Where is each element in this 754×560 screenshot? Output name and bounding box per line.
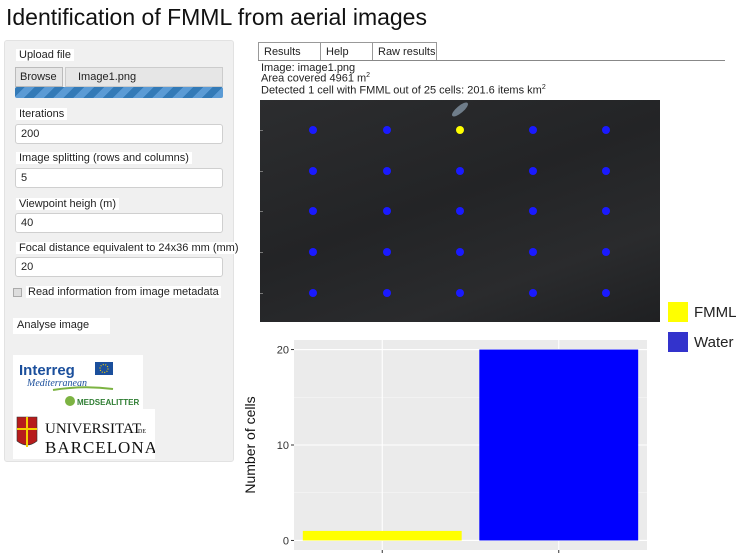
aerial-axis-tick xyxy=(260,171,263,172)
ub-logo-line1: UNIVERSITAT xyxy=(45,421,141,437)
upload-progress-bar xyxy=(15,87,223,98)
water-cell-marker xyxy=(383,248,391,256)
interreg-logo: Interreg Mediterranean MEDSEALITTER xyxy=(13,355,143,409)
tab-help[interactable]: Help xyxy=(320,42,373,61)
file-name-field[interactable]: Image1.png xyxy=(65,67,223,87)
chart-y-axis-label: Number of cells xyxy=(242,396,258,493)
legend-swatch-fmml xyxy=(668,302,688,322)
water-cell-marker xyxy=(529,289,537,297)
aerial-axis-tick xyxy=(260,293,263,294)
metadata-checkbox-row[interactable]: Read information from image metadata xyxy=(13,286,221,298)
bar-fmml xyxy=(302,530,462,541)
analyse-image-button[interactable]: Analyse image xyxy=(13,318,110,334)
water-cell-marker xyxy=(383,126,391,134)
focal-input[interactable]: 20 xyxy=(15,257,223,277)
water-cell-marker xyxy=(456,248,464,256)
aerial-axis-tick xyxy=(260,252,263,253)
medsealitter-icon xyxy=(65,396,75,406)
water-cell-marker xyxy=(456,167,464,175)
upload-label: Upload file xyxy=(16,49,74,61)
iterations-label: Iterations xyxy=(16,108,68,120)
ub-logo-de: DE xyxy=(138,429,146,435)
water-cell-marker xyxy=(383,167,391,175)
water-cell-marker xyxy=(529,207,537,215)
image-name-text: Image: image1.png xyxy=(261,62,356,74)
viewpoint-input[interactable]: 40 xyxy=(15,213,223,233)
legend: FMML Water xyxy=(668,302,737,362)
chart-y-tick-label: 10 xyxy=(277,440,289,452)
eu-flag-icon xyxy=(95,362,113,375)
cells-bar-chart: 0 10 20 Number of cells xyxy=(242,340,647,553)
water-cell-marker xyxy=(456,289,464,297)
boat-object xyxy=(450,100,470,119)
focal-label: Focal distance equivalent to 24x36 mm (m… xyxy=(16,242,242,254)
fmml-cell-marker xyxy=(456,126,464,134)
water-cell-marker xyxy=(309,248,317,256)
water-cell-marker xyxy=(456,207,464,215)
legend-swatch-water xyxy=(668,332,688,352)
water-cell-marker xyxy=(602,126,610,134)
chart-y-tick-label: 20 xyxy=(277,345,289,357)
metadata-checkbox[interactable] xyxy=(13,287,22,297)
water-cell-marker xyxy=(602,167,610,175)
water-cell-marker xyxy=(602,207,610,215)
water-cell-marker xyxy=(309,126,317,134)
legend-label-fmml: FMML xyxy=(694,303,737,321)
water-cell-marker xyxy=(602,289,610,297)
chart-y-tick-label: 0 xyxy=(283,535,289,547)
bar-water xyxy=(479,349,639,541)
water-cell-marker xyxy=(309,289,317,297)
tab-raw-results[interactable]: Raw results xyxy=(372,42,437,61)
browse-button[interactable]: Browse xyxy=(15,67,63,87)
water-cell-marker xyxy=(383,207,391,215)
legend-item-water: Water xyxy=(668,332,737,352)
page-title: Identification of FMML from aerial image… xyxy=(6,4,427,30)
legend-item-fmml: FMML xyxy=(668,302,737,322)
water-cell-marker xyxy=(529,248,537,256)
splitting-label: Image splitting (rows and columns) xyxy=(16,152,192,164)
water-cell-marker xyxy=(529,126,537,134)
water-cell-marker xyxy=(602,248,610,256)
ub-logo-line2: BARCELONA xyxy=(45,438,155,457)
ub-logo: UNIVERSITAT DE BARCELONA xyxy=(13,409,157,459)
interreg-logo-name: Interreg xyxy=(19,362,75,379)
legend-label-water: Water xyxy=(694,333,734,351)
interreg-logo-sub: Mediterranean xyxy=(26,378,87,389)
water-cell-marker xyxy=(309,167,317,175)
detection-summary-text: Detected 1 cell with FMML out of 25 cell… xyxy=(261,84,546,97)
metadata-checkbox-label: Read information from image metadata xyxy=(26,286,221,298)
results-tabs: Results Help Raw results xyxy=(258,42,437,61)
sidebar-panel: Upload file Browse Image1.png Iterations… xyxy=(4,40,242,462)
medsealitter-label: MEDSEALITTER xyxy=(77,398,139,407)
aerial-axis-tick xyxy=(260,130,263,131)
aerial-image xyxy=(260,100,660,322)
iterations-input[interactable]: 200 xyxy=(15,124,223,144)
water-cell-marker xyxy=(309,207,317,215)
water-cell-marker xyxy=(529,167,537,175)
water-cell-marker xyxy=(383,289,391,297)
tab-divider xyxy=(258,60,725,61)
area-covered-text: Area covered 4961 m2 xyxy=(261,72,371,85)
splitting-input[interactable]: 5 xyxy=(15,168,223,188)
aerial-axis-tick xyxy=(260,211,263,212)
viewpoint-label: Viewpoint heigh (m) xyxy=(16,198,120,210)
tab-results[interactable]: Results xyxy=(258,42,321,61)
